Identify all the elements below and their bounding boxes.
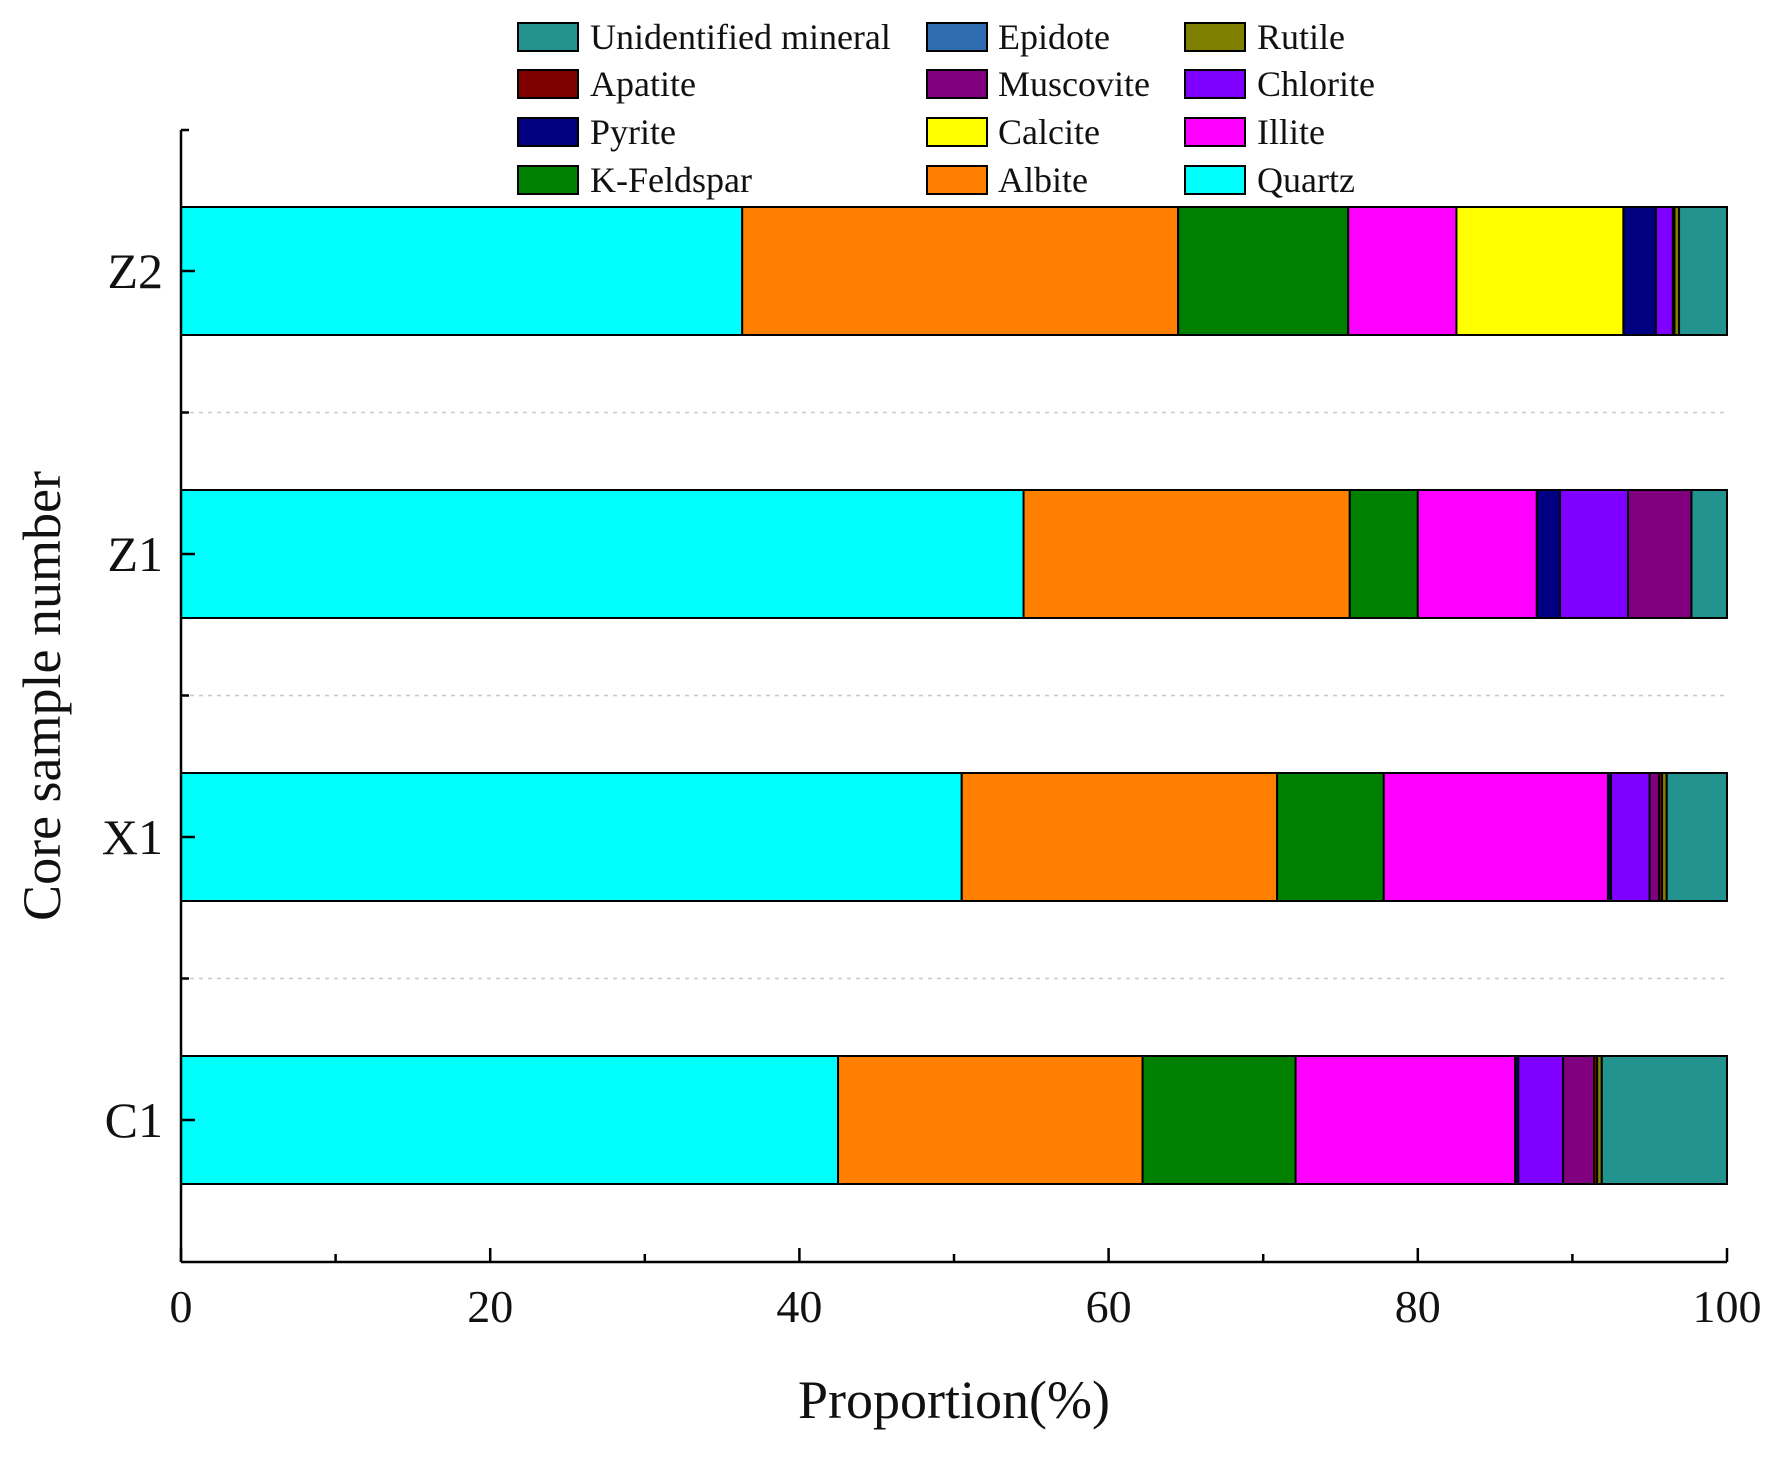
x-tick-label: 60 [1086, 1281, 1132, 1332]
y-category-label: Z1 [107, 526, 163, 582]
legend-label-quartz: Quartz [1257, 160, 1355, 200]
bar-group-z1 [180, 489, 1729, 619]
legend-label-pyrite: Pyrite [590, 112, 676, 152]
bar-segment-z1-muscovite [1627, 489, 1693, 619]
bar-segment-z2-chlorite [1654, 206, 1674, 336]
bar-segment-z1-chlorite [1559, 489, 1630, 619]
bar-segment-c1-muscovite [1562, 1055, 1596, 1185]
bar-segment-x1-illite [1382, 772, 1609, 902]
y-category-label: C1 [105, 1092, 163, 1148]
bar-segment-z1-k-feldspar [1348, 489, 1419, 619]
legend-swatch-quartz [1184, 165, 1246, 195]
legend-swatch-apatite [517, 69, 579, 99]
legend-swatch-chlorite [1184, 69, 1246, 99]
ticks: 0 20 40 60 80 100 Z2 Z1 X1 C1 [102, 128, 1762, 1332]
legend-label-epidote: Epidote [998, 17, 1110, 57]
bar-segment-c1-illite [1294, 1055, 1517, 1185]
legend: Unidentified mineral Epidote Rutile Apatite… [517, 17, 1375, 200]
bar-segment-x1-k-feldspar [1276, 772, 1385, 902]
bar-segment-z1-unidentified-mineral [1690, 489, 1729, 619]
grid-lines [181, 411, 1727, 980]
bar-segment-c1-albite [837, 1055, 1144, 1185]
bar-segment-z2-calcite [1455, 206, 1625, 336]
legend-label-unidentified-mineral: Unidentified mineral [590, 17, 891, 57]
y-category-label: X1 [102, 809, 163, 865]
legend-swatch-muscovite [926, 69, 988, 99]
legend-label-calcite: Calcite [998, 112, 1100, 152]
bar-segment-z2-k-feldspar [1177, 206, 1350, 336]
legend-swatch-k-feldspar [517, 165, 579, 195]
y-category-label: Z2 [107, 243, 163, 299]
x-axis-title: Proportion(%) [798, 1370, 1110, 1430]
bar-segment-x1-chlorite [1610, 772, 1651, 902]
bar-segment-c1-k-feldspar [1141, 1055, 1297, 1185]
bar-segment-z1-quartz [180, 489, 1025, 619]
x-tick-label: 40 [776, 1281, 822, 1332]
legend-label-illite: Illite [1257, 112, 1325, 152]
legend-label-apatite: Apatite [590, 64, 696, 104]
bars [180, 206, 1729, 1185]
legend-label-chlorite: Chlorite [1257, 64, 1375, 104]
bar-group-z2 [180, 206, 1728, 336]
bar-group-c1 [180, 1055, 1729, 1185]
bar-segment-x1-muscovite [1648, 772, 1660, 902]
legend-label-albite: Albite [998, 160, 1088, 200]
legend-label-muscovite: Muscovite [998, 64, 1150, 104]
legend-swatch-pyrite [517, 117, 579, 147]
bar-group-x1 [180, 772, 1729, 902]
bar-segment-x1-quartz [180, 772, 963, 902]
bar-segment-z2-albite [741, 206, 1180, 336]
legend-swatch-albite [926, 165, 988, 195]
bar-segment-x1-albite [960, 772, 1279, 902]
bar-segment-z1-albite [1022, 489, 1351, 619]
bar-segment-z2-quartz [180, 206, 744, 336]
x-tick-label: 0 [170, 1281, 193, 1332]
bar-segment-c1-unidentified-mineral [1600, 1055, 1729, 1185]
bar-segment-z2-pyrite [1622, 206, 1657, 336]
bar-segment-x1-unidentified-mineral [1665, 772, 1729, 902]
bar-segment-z1-illite [1416, 489, 1538, 619]
legend-swatch-illite [1184, 117, 1246, 147]
legend-label-rutile: Rutile [1257, 17, 1345, 57]
y-axis-title: Core sample number [12, 471, 72, 921]
x-tick-label: 20 [467, 1281, 513, 1332]
legend-swatch-unidentified-mineral [517, 22, 579, 52]
bar-segment-c1-quartz [180, 1055, 840, 1185]
x-tick-label: 80 [1395, 1281, 1441, 1332]
bar-segment-z2-illite [1347, 206, 1458, 336]
legend-swatch-epidote [926, 22, 988, 52]
bar-segment-z2-unidentified-mineral [1678, 206, 1728, 336]
legend-swatch-rutile [1184, 22, 1246, 52]
legend-label-k-feldspar: K-Feldspar [590, 160, 752, 200]
legend-swatch-calcite [926, 117, 988, 147]
x-tick-label: 100 [1693, 1281, 1762, 1332]
bar-segment-z1-pyrite [1535, 489, 1562, 619]
bar-segment-c1-chlorite [1517, 1055, 1565, 1185]
